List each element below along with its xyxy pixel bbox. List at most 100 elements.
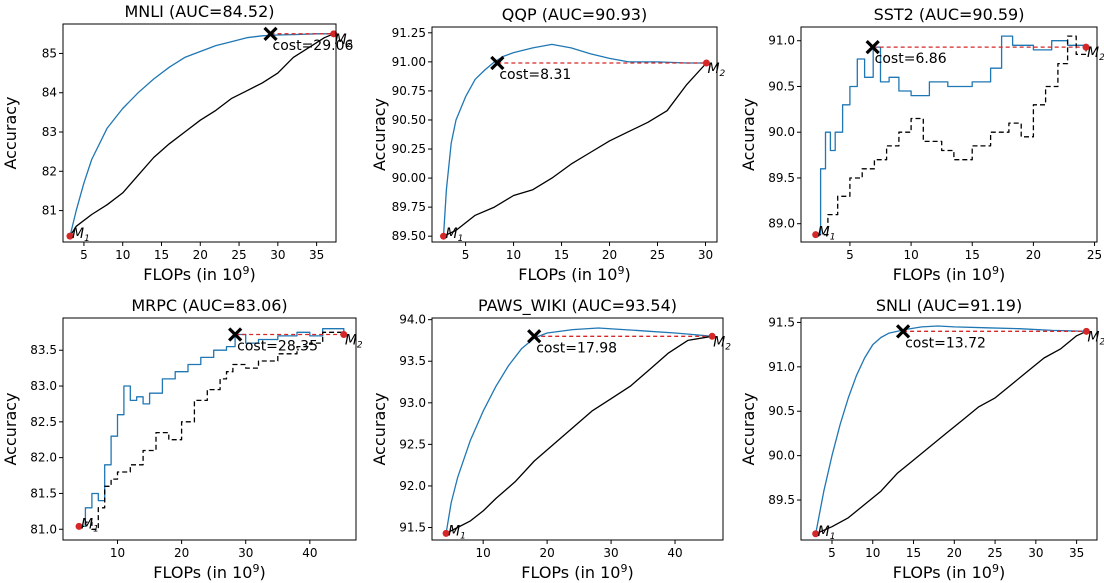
y-tick-label: 91.0 (768, 360, 795, 374)
y-tick-label: 93.0 (399, 396, 426, 410)
x-tick-label: 10 (506, 248, 521, 262)
series-line-black (815, 330, 1087, 535)
chart-panel-4: MRPC (AUC=83.06) 10 20 30 40 81.0 81.5 82.0 82.5… (1, 296, 363, 582)
m1-label: M1 (81, 516, 99, 534)
x-tick-label: 25 (650, 248, 665, 262)
x-tick-label: 25 (231, 248, 246, 262)
m2-label: M2 (1087, 45, 1104, 63)
m2-label: M2 (1087, 329, 1104, 347)
y-tick-label: 91.25 (392, 26, 426, 40)
x-tick-label: 30 (238, 546, 253, 560)
cost-x-marker (263, 26, 278, 41)
y-tick-label: 82 (42, 164, 57, 178)
x-tick-label: 35 (1069, 546, 1084, 560)
m2-point (708, 332, 716, 340)
y-tick-label: 90.5 (768, 404, 795, 418)
chart-panel-3: SST2 (AUC=90.59) 5 10 15 20 25 89.0 89.5 90.0 90.… (739, 5, 1104, 284)
y-tick-label: 90.75 (392, 84, 426, 98)
series-line-blue (815, 35, 1087, 236)
cost-x-marker (228, 327, 243, 342)
x-tick-label: 30 (1028, 546, 1043, 560)
y-tick-label: 89.5 (768, 171, 795, 185)
plot-area (815, 35, 1087, 236)
series-line-blue (445, 327, 713, 534)
y-tick-label: 92.0 (399, 479, 426, 493)
x-tick-label: 15 (965, 248, 980, 262)
x-tick-label: 25 (1087, 248, 1102, 262)
x-tick-label: 10 (903, 248, 918, 262)
y-tick-label: 91.5 (768, 315, 795, 329)
chart-title: PAWS_WIKI (AUC=93.54) (478, 296, 677, 316)
m1-label: M1 (72, 226, 90, 244)
cost-label: cost=13.72 (905, 335, 986, 351)
x-tick-label: 20 (539, 546, 554, 560)
y-tick-label: 83 (42, 125, 57, 139)
y-tick-label: 84 (42, 86, 57, 100)
y-tick-label: 83.0 (30, 379, 57, 393)
y-tick-label: 90.50 (392, 113, 426, 127)
x-tick-label: 10 (476, 546, 491, 560)
plot-frame (800, 317, 1098, 541)
y-axis-label: Accuracy (1, 96, 20, 169)
y-tick-label: 85 (42, 46, 57, 60)
series-line-black (815, 35, 1087, 236)
m1-label: M1 (818, 225, 836, 243)
y-tick-label: 82.5 (30, 415, 57, 429)
x-tick-label: 30 (270, 248, 285, 262)
plot-frame (62, 23, 337, 243)
plot-area (815, 325, 1087, 535)
x-axis-label: FLOPs (in 109) (518, 264, 630, 284)
y-axis-label: Accuracy (739, 98, 758, 171)
y-tick-label: 91.5 (399, 521, 426, 535)
x-tick-label: 40 (302, 546, 317, 560)
y-tick-label: 81 (42, 204, 57, 218)
series-line-black (69, 33, 334, 237)
x-tick-label: 35 (309, 248, 324, 262)
x-tick-label: 15 (154, 248, 169, 262)
series-line-blue (815, 325, 1087, 534)
chart-title: MNLI (AUC=84.52) (124, 2, 274, 21)
plot-frame (431, 317, 724, 541)
cost-label: cost=28.35 (237, 338, 318, 354)
plot-frame (62, 317, 357, 541)
y-tick-label: 90.0 (768, 449, 795, 463)
cost-label: cost=8.31 (499, 67, 571, 83)
series-line-black (79, 331, 345, 530)
cost-x-marker (527, 329, 542, 344)
m2-point (1082, 43, 1090, 51)
chart-title: MRPC (AUC=83.06) (131, 296, 287, 315)
m1-label: M1 (446, 226, 464, 244)
m1-point (442, 529, 450, 537)
y-axis-label: Accuracy (1, 392, 20, 465)
m2-label: M2 (345, 332, 363, 350)
chart-panel-5: PAWS_WIKI (AUC=93.54) 10 20 30 40 91.5 92.0 92.… (370, 296, 731, 582)
y-tick-label: 91.0 (768, 34, 795, 48)
x-tick-label: 15 (554, 248, 569, 262)
cost-label: cost=29.06 (273, 38, 354, 54)
m1-point (66, 232, 74, 240)
m2-label: M2 (713, 334, 731, 352)
y-axis-label: Accuracy (370, 392, 389, 465)
plot-area (79, 328, 345, 530)
x-tick-label: 5 (462, 248, 470, 262)
chart-title: SNLI (AUC=91.19) (876, 296, 1022, 315)
x-axis-label: FLOPs (in 109) (893, 264, 1005, 284)
y-axis-label: Accuracy (739, 392, 758, 465)
x-tick-label: 10 (115, 248, 130, 262)
cost-label: cost=6.86 (875, 51, 947, 67)
plot-frame (431, 26, 718, 243)
x-axis-label: FLOPs (in 109) (143, 264, 255, 284)
x-tick-label: 20 (193, 248, 208, 262)
cost-label: cost=17.98 (536, 340, 617, 356)
y-tick-label: 93.5 (399, 354, 426, 368)
y-tick-label: 90.00 (392, 171, 426, 185)
m1-label: M1 (818, 524, 836, 542)
y-tick-label: 90.5 (768, 79, 795, 93)
x-tick-label: 30 (603, 546, 618, 560)
m1-point (812, 231, 820, 239)
m1-label: M1 (448, 523, 466, 541)
x-axis-label: FLOPs (in 109) (893, 562, 1005, 582)
plot-frame (800, 26, 1098, 243)
y-tick-label: 83.5 (30, 343, 57, 357)
